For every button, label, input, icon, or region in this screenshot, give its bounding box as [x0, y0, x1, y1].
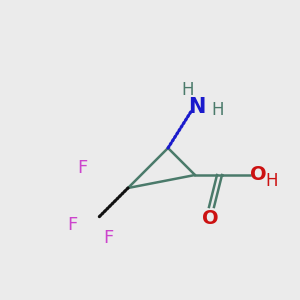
- Text: H: H: [266, 172, 278, 190]
- Text: H: H: [212, 101, 224, 119]
- Text: H: H: [182, 81, 194, 99]
- Text: F: F: [77, 159, 87, 177]
- Text: N: N: [188, 97, 206, 117]
- Text: F: F: [103, 229, 113, 247]
- Text: O: O: [202, 208, 218, 227]
- Text: F: F: [67, 216, 77, 234]
- Text: O: O: [250, 164, 266, 184]
